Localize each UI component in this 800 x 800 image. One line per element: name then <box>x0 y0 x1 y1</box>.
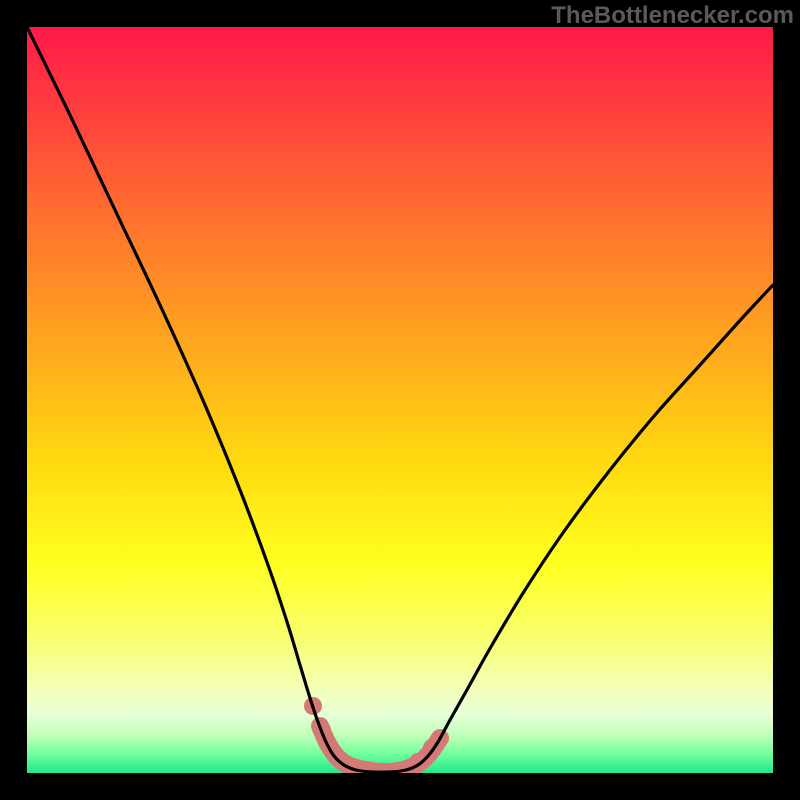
watermark-text: TheBottlenecker.com <box>551 2 794 30</box>
plot-area <box>27 27 773 773</box>
bottleneck-chart: TheBottlenecker.com <box>0 0 800 800</box>
curve-layer <box>27 27 773 773</box>
bottleneck-curve <box>27 27 773 772</box>
